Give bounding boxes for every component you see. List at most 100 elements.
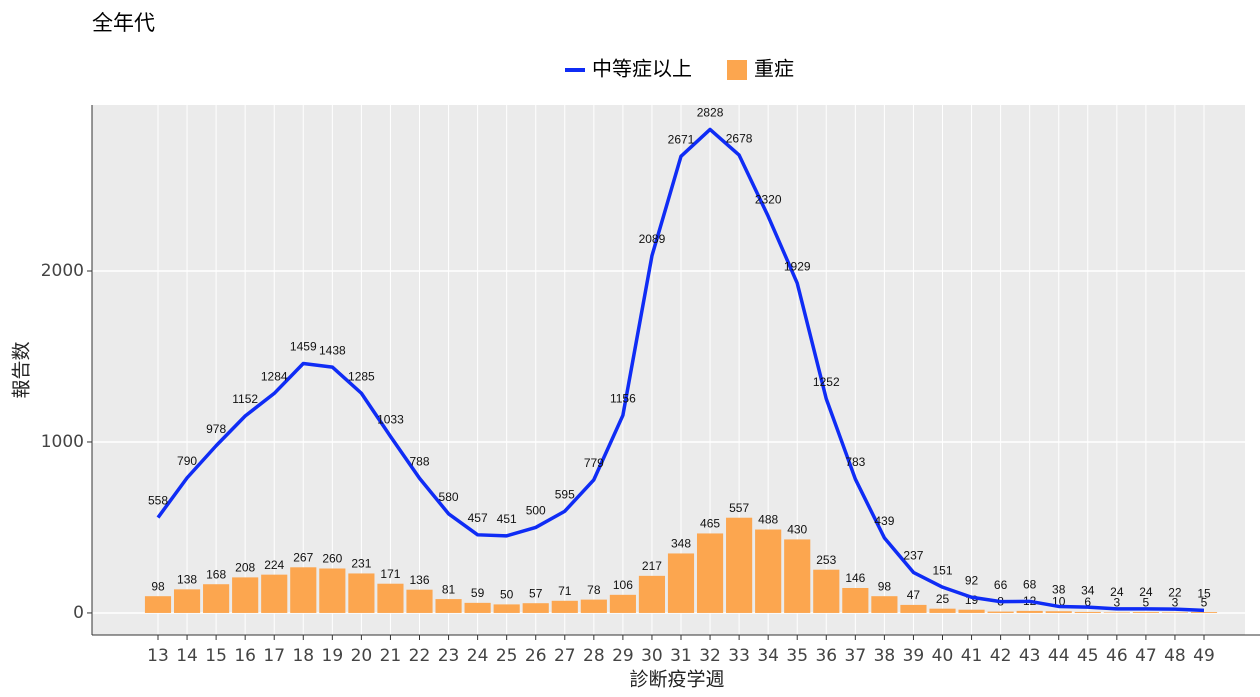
x-tick-label: 15 <box>205 646 227 666</box>
line-value-label: 457 <box>468 511 488 525</box>
line-value-label: 783 <box>845 455 865 469</box>
x-tick-label: 23 <box>438 646 460 666</box>
bar-value-label: 260 <box>322 552 342 566</box>
bar <box>726 517 753 613</box>
line-value-label: 2089 <box>639 232 666 246</box>
y-tick-label: 2000 <box>41 261 84 281</box>
bar-value-label: 81 <box>442 582 456 596</box>
line-value-label: 1438 <box>319 343 346 357</box>
bar <box>871 596 898 613</box>
x-tick-label: 21 <box>380 646 402 666</box>
bar <box>377 583 404 613</box>
legend-label: 中等症以上 <box>592 57 692 81</box>
bar-value-label: 106 <box>613 578 633 592</box>
bar-value-label: 348 <box>671 537 691 551</box>
x-tick-label: 35 <box>786 646 808 666</box>
bar-value-label: 98 <box>151 579 165 593</box>
bar-value-label: 50 <box>500 588 514 602</box>
line-value-label: 580 <box>439 490 459 504</box>
bar <box>406 589 433 613</box>
line-value-label: 24 <box>1139 585 1153 599</box>
line-value-label: 790 <box>177 454 197 468</box>
line-value-label: 439 <box>874 514 894 528</box>
line-value-label: 38 <box>1052 583 1066 597</box>
line-value-label: 1459 <box>290 340 317 354</box>
line-value-label: 779 <box>584 456 604 470</box>
bar <box>958 609 985 613</box>
chart-title: 全年代 <box>92 11 155 35</box>
x-tick-label: 24 <box>467 646 489 666</box>
bar-value-label: 47 <box>907 588 921 602</box>
bar-value-label: 71 <box>558 584 572 598</box>
x-tick-label: 36 <box>815 646 837 666</box>
bar <box>609 594 636 613</box>
line-value-label: 1252 <box>813 375 840 389</box>
line-value-label: 34 <box>1081 583 1095 597</box>
x-tick-label: 49 <box>1193 646 1215 666</box>
line-value-label: 237 <box>903 549 923 563</box>
x-tick-label: 16 <box>234 646 256 666</box>
x-tick-label: 41 <box>961 646 983 666</box>
bar <box>290 567 317 613</box>
bar <box>1045 611 1072 613</box>
bar-value-label: 136 <box>409 573 429 587</box>
x-tick-label: 29 <box>612 646 634 666</box>
line-value-label: 2671 <box>668 132 695 146</box>
bar-value-label: 171 <box>380 567 400 581</box>
x-tick-label: 30 <box>641 646 663 666</box>
bar <box>696 533 724 613</box>
x-tick-label: 25 <box>496 646 518 666</box>
x-tick-label: 18 <box>292 646 314 666</box>
bar <box>173 589 201 613</box>
bar <box>348 573 375 613</box>
bar <box>464 602 491 613</box>
line-value-label: 2320 <box>755 192 782 206</box>
x-tick-label: 22 <box>409 646 431 666</box>
line-value-label: 788 <box>409 454 429 468</box>
bar <box>1132 612 1159 613</box>
x-tick-label: 48 <box>1164 646 1186 666</box>
x-tick-label: 13 <box>147 646 169 666</box>
bar-value-label: 78 <box>587 583 601 597</box>
line-value-label: 1285 <box>348 369 375 383</box>
bar-value-label: 59 <box>471 586 485 600</box>
line-value-label: 2828 <box>697 106 724 120</box>
line-value-label: 1929 <box>784 259 811 273</box>
bar <box>755 529 782 613</box>
bar-value-label: 3 <box>1113 596 1120 610</box>
line-value-label: 558 <box>148 494 168 508</box>
bar-value-label: 3 <box>1172 596 1179 610</box>
bar <box>842 587 869 613</box>
bar <box>319 568 346 613</box>
bar-value-label: 168 <box>206 567 226 581</box>
bar-value-label: 57 <box>529 586 543 600</box>
line-value-label: 66 <box>994 578 1008 592</box>
bar <box>435 599 462 613</box>
bar-value-label: 6 <box>1084 595 1091 609</box>
bar-value-label: 208 <box>235 561 255 575</box>
line-value-label: 595 <box>555 487 575 501</box>
bar <box>522 603 549 613</box>
bar <box>1190 612 1218 613</box>
x-tick-label: 44 <box>1048 646 1070 666</box>
bar-value-label: 253 <box>816 553 836 567</box>
x-tick-label: 19 <box>322 646 344 666</box>
x-tick-label: 43 <box>1019 646 1041 666</box>
x-tick-label: 39 <box>903 646 925 666</box>
bar-value-label: 138 <box>177 573 197 587</box>
line-value-label: 24 <box>1110 585 1124 599</box>
bar <box>929 608 956 613</box>
bar-value-label: 465 <box>700 517 720 531</box>
bar-value-label: 224 <box>264 558 284 572</box>
bar-value-label: 25 <box>936 592 950 606</box>
bar <box>580 599 607 613</box>
bar-value-label: 231 <box>351 557 371 571</box>
x-axis-title: 診断疫学週 <box>629 669 724 691</box>
x-tick-label: 38 <box>874 646 896 666</box>
x-tick-label: 42 <box>990 646 1012 666</box>
x-tick-label: 37 <box>845 646 867 666</box>
bar <box>1103 612 1130 613</box>
line-value-label: 1156 <box>610 391 636 405</box>
legend-key <box>727 60 747 80</box>
